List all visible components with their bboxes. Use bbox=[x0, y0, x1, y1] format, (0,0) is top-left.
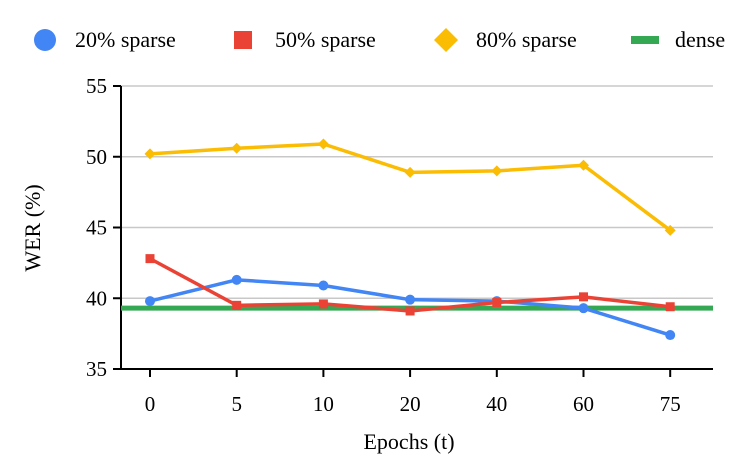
x-tick-label-0: 0 bbox=[145, 392, 156, 416]
x-tick-label-10: 10 bbox=[313, 392, 334, 416]
data-point-5 bbox=[231, 274, 242, 285]
gridlines bbox=[121, 85, 713, 299]
legend-diamond-marker bbox=[434, 28, 458, 52]
axes: 35 40 45 50 55 0 5 10 20 40 60 75 bbox=[86, 74, 713, 416]
data-point-60 bbox=[578, 159, 589, 171]
x-tick-label-20: 20 bbox=[400, 392, 421, 416]
series-80-sparse bbox=[144, 138, 676, 236]
y-tick-label-55: 55 bbox=[86, 74, 107, 98]
x-tick-label-75: 75 bbox=[660, 392, 681, 416]
series-layer bbox=[121, 138, 713, 341]
legend-label: 80% sparse bbox=[476, 27, 577, 52]
data-point-75 bbox=[665, 330, 676, 341]
data-point-0 bbox=[145, 296, 155, 307]
data-point-20 bbox=[405, 294, 416, 305]
x-axis-label: Epochs (t) bbox=[363, 429, 454, 454]
legend-item-50-sparse: 50% sparse bbox=[234, 27, 376, 52]
y-tick-label-40: 40 bbox=[86, 286, 107, 310]
data-point-75 bbox=[665, 302, 675, 312]
x-tick-label-5: 5 bbox=[231, 392, 242, 416]
legend-item-80-sparse: 80% sparse bbox=[434, 27, 577, 52]
data-point-5 bbox=[231, 142, 243, 154]
y-tick-label-50: 50 bbox=[86, 145, 107, 169]
legend-label: 50% sparse bbox=[275, 27, 376, 52]
x-tick-label-40: 40 bbox=[486, 392, 507, 416]
data-point-40 bbox=[491, 165, 503, 177]
legend-item-20-sparse: 20% sparse bbox=[34, 27, 176, 52]
legend-item-dense: dense bbox=[631, 27, 725, 52]
data-point-60 bbox=[578, 303, 589, 314]
y-tick-label-45: 45 bbox=[86, 216, 107, 240]
data-point-0 bbox=[145, 254, 155, 264]
legend-circle-marker bbox=[34, 29, 56, 51]
data-point-75 bbox=[664, 224, 676, 236]
data-point-10 bbox=[318, 280, 329, 291]
data-point-40 bbox=[492, 297, 502, 307]
legend-square-marker bbox=[234, 31, 252, 49]
x-tick-label-60: 60 bbox=[573, 392, 594, 416]
legend-line-marker bbox=[631, 36, 659, 44]
series-50-sparse bbox=[145, 254, 675, 316]
series-20-sparse bbox=[145, 274, 676, 341]
legend-label: 20% sparse bbox=[75, 27, 176, 52]
data-point-20 bbox=[404, 166, 416, 178]
data-point-5 bbox=[232, 300, 242, 310]
data-point-0 bbox=[144, 148, 156, 160]
data-point-10 bbox=[317, 138, 329, 150]
legend: 20% sparse 50% sparse 80% sparse dense bbox=[34, 27, 725, 52]
data-point-20 bbox=[405, 306, 415, 316]
data-point-10 bbox=[318, 299, 328, 309]
legend-label: dense bbox=[675, 27, 725, 52]
y-tick-label-35: 35 bbox=[86, 357, 107, 381]
data-point-60 bbox=[579, 292, 588, 302]
y-axis-label: WER (%) bbox=[20, 184, 45, 271]
